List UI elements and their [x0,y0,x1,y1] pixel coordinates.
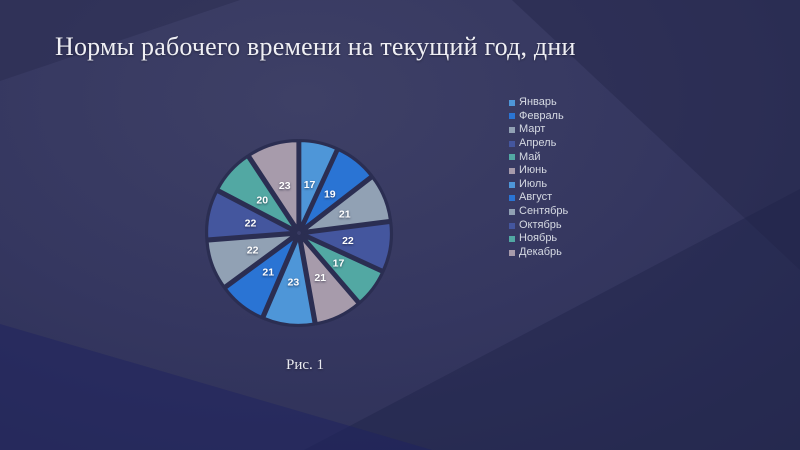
slice-value-label: 21 [314,272,326,284]
slice-value-label: 17 [333,257,345,269]
slide-title: Нормы рабочего времени на текущий год, д… [55,32,576,61]
slice-value-label: 20 [256,194,268,206]
chart-legend: Январь Февраль Март Апрель Май Июнь Июль Август… [509,96,568,260]
pie-chart: 17 19 21 22 17 21 23 21 22 22 20 23 [184,118,414,348]
legend-item: Февраль [509,110,568,124]
pie-slice-4 [300,220,394,273]
legend-item: Январь [509,96,568,110]
legend-label: Июнь [519,164,547,177]
legend-swatch-icon [509,208,515,215]
pie-slice-2 [299,147,374,232]
legend-item: Июнь [509,164,568,178]
legend-swatch-icon [509,140,515,147]
pie-slice-7 [261,234,316,328]
legend-swatch-icon [509,181,515,188]
slice-value-label: 23 [288,277,300,289]
legend-item: Сентябрь [509,205,568,219]
legend-label: Март [519,123,546,136]
legend-swatch-icon [509,168,515,175]
legend-label: Октябрь [519,218,562,231]
slice-value-label: 22 [247,245,259,257]
legend-item: Декабрь [509,246,568,260]
slice-value-label: 17 [304,179,316,191]
legend-item: Июль [509,178,568,192]
slice-value-label: 21 [339,209,351,221]
legend-item: Ноябрь [509,232,568,246]
legend-item: Октябрь [509,219,568,233]
legend-swatch-icon [509,99,515,106]
pie-slice-11 [215,154,299,233]
legend-item: Апрель [509,137,568,151]
legend-label: Август [519,191,553,204]
legend-label: Сентябрь [519,205,569,218]
pie-slice-8 [223,234,299,320]
legend-swatch-icon [509,236,515,243]
pie-slice-6 [298,234,361,326]
legend-item: Май [509,151,568,165]
legend-swatch-icon [509,195,515,202]
legend-label: Декабрь [519,246,562,259]
slice-value-label: 22 [342,235,354,247]
pie-slice-12 [247,139,300,232]
pie-slice-3 [300,175,393,234]
legend-item: Март [509,123,568,137]
legend-label: Май [519,150,541,163]
slice-value-label: 21 [262,266,274,278]
legend-label: Январь [519,96,557,108]
legend-swatch-icon [509,154,515,161]
legend-swatch-icon [509,127,515,134]
legend-swatch-icon [509,249,515,256]
legend-label: Февраль [519,109,564,122]
legend-swatch-icon [509,222,515,229]
slice-value-label: 22 [245,218,257,230]
legend-item: Август [509,191,568,205]
pie-slice-1 [298,138,339,232]
slice-value-label: 23 [279,180,291,192]
legend-label: Апрель [519,136,557,149]
pie-slice-5 [300,233,385,305]
legend-label: Ноябрь [519,232,558,245]
legend-label: Июль [519,177,548,190]
pie-slice-9 [205,232,298,289]
slice-value-label: 19 [324,189,336,201]
legend-swatch-icon [509,113,515,120]
figure-caption: Рис. 1 [285,357,325,373]
pie-slice-10 [204,189,298,241]
